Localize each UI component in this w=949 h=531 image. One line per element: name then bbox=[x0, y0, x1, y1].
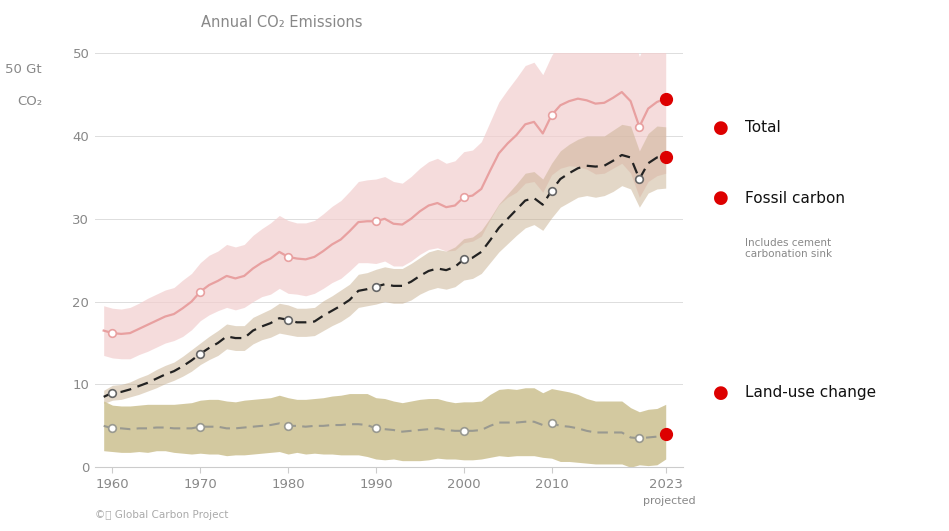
Text: CO₂: CO₂ bbox=[17, 95, 42, 107]
Text: Fossil carbon: Fossil carbon bbox=[745, 191, 845, 205]
Text: projected: projected bbox=[642, 496, 696, 507]
Text: Annual CO₂ Emissions: Annual CO₂ Emissions bbox=[201, 15, 363, 30]
Text: ●: ● bbox=[714, 118, 729, 136]
Text: 50 Gt: 50 Gt bbox=[6, 63, 42, 76]
Text: Includes cement
carbonation sink: Includes cement carbonation sink bbox=[745, 238, 832, 260]
Text: ●: ● bbox=[714, 189, 729, 207]
Text: Total: Total bbox=[745, 120, 781, 135]
Text: ©Ⓡ Global Carbon Project: ©Ⓡ Global Carbon Project bbox=[95, 510, 229, 520]
Text: Land-use change: Land-use change bbox=[745, 385, 876, 400]
Text: ●: ● bbox=[714, 384, 729, 402]
